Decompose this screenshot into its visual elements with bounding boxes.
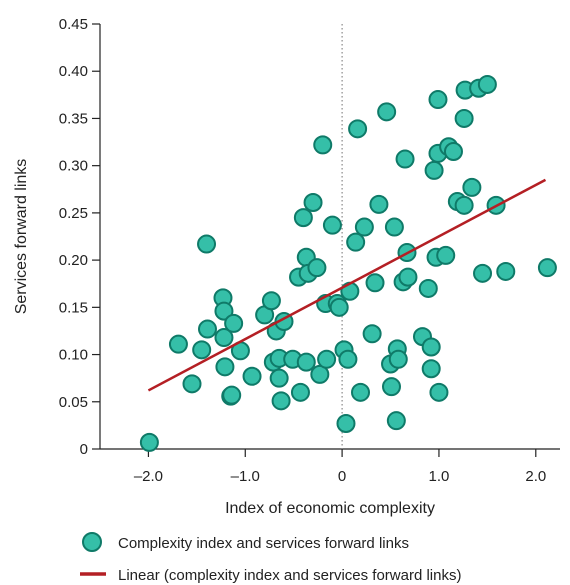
legend-label-line: Linear (complexity index and services fo… xyxy=(118,567,461,584)
legend: Complexity index and services forward li… xyxy=(80,532,461,584)
scatter-point xyxy=(290,382,310,402)
scatter-point xyxy=(338,349,358,369)
scatter-point xyxy=(443,142,463,161)
x-tick-label: 2.0 xyxy=(525,468,546,485)
trend-line xyxy=(147,178,547,392)
scatter-point xyxy=(462,177,482,197)
scatter-point xyxy=(139,432,159,452)
scatter-points xyxy=(139,74,557,452)
x-tick-label: 1.0 xyxy=(429,468,450,485)
scatter-point xyxy=(386,411,406,431)
x-tick-label: 0 xyxy=(338,468,346,485)
scatter-point xyxy=(215,357,235,377)
scatter-point xyxy=(336,414,356,433)
scatter-point xyxy=(362,324,382,344)
scatter-point xyxy=(477,74,497,94)
scatter-point xyxy=(269,368,289,388)
scatter-point xyxy=(381,377,401,397)
scatter-point xyxy=(421,337,441,357)
scatter-point xyxy=(436,245,456,265)
scatter-point xyxy=(214,328,234,348)
scatter-point xyxy=(322,215,342,235)
x-tick-label: –2.0 xyxy=(134,468,163,485)
scatter-point xyxy=(473,263,493,283)
scatter-point xyxy=(261,291,281,311)
scatter-point xyxy=(454,108,474,128)
scatter-point xyxy=(340,281,360,301)
scatter-point xyxy=(296,352,316,372)
scatter-point xyxy=(388,349,408,369)
scatter-point xyxy=(365,273,385,293)
y-tick-label: 0.20 xyxy=(59,252,88,269)
scatter-point xyxy=(384,217,404,237)
x-tick-label: –1.0 xyxy=(231,468,260,485)
scatter-point xyxy=(348,119,368,139)
scatter-point xyxy=(313,135,333,155)
scatter-point xyxy=(424,160,444,180)
y-tick-label: 0.15 xyxy=(59,299,88,316)
scatter-point xyxy=(168,334,188,354)
scatter-point xyxy=(222,385,242,405)
scatter-point xyxy=(398,267,418,287)
y-tick-label: 0.35 xyxy=(59,110,88,127)
scatter-point xyxy=(377,102,397,122)
scatter-point xyxy=(293,208,313,228)
y-tick-label: 0.25 xyxy=(59,205,88,222)
scatter-point xyxy=(303,193,323,212)
scatter-point xyxy=(346,232,366,252)
scatter-point xyxy=(428,90,448,110)
scatter-point xyxy=(496,261,516,281)
y-tick-label: 0.30 xyxy=(59,158,88,175)
legend-label-scatter: Complexity index and services forward li… xyxy=(118,535,409,552)
legend-marker-scatter xyxy=(82,532,102,552)
scatter-point xyxy=(182,374,202,394)
y-axis: 0 0.05 0.10 0.15 0.20 0.25 0.30 0.35 0.40 0.45 xyxy=(59,16,101,458)
y-axis-title: Services forward links xyxy=(13,159,30,315)
scatter-point xyxy=(214,301,234,321)
scatter-point xyxy=(395,149,415,169)
y-tick-label: 0 xyxy=(80,441,88,458)
scatter-point xyxy=(317,349,337,369)
y-tick-label: 0.05 xyxy=(59,394,88,411)
scatter-point xyxy=(429,382,449,402)
scatter-point xyxy=(537,258,557,278)
scatter-point xyxy=(242,366,262,386)
scatter-point xyxy=(354,217,374,237)
scatter-point xyxy=(192,340,212,360)
scatter-point xyxy=(418,278,438,298)
y-tick-label: 0.40 xyxy=(59,63,88,80)
x-axis: –2.0 –1.0 0 1.0 2.0 xyxy=(100,448,560,485)
y-tick-label: 0.10 xyxy=(59,347,88,364)
scatter-point xyxy=(329,297,349,317)
scatter-point xyxy=(271,391,291,411)
scatter-point xyxy=(197,319,217,339)
scatter-point xyxy=(197,234,217,254)
scatter-point xyxy=(454,195,474,215)
scatter-point xyxy=(224,313,244,333)
scatter-point xyxy=(421,359,441,379)
scatter-point xyxy=(307,258,327,278)
scatter-point xyxy=(369,194,389,214)
scatter-point xyxy=(351,382,371,402)
y-tick-label: 0.45 xyxy=(59,16,88,33)
x-axis-title: Index of economic complexity xyxy=(225,500,435,517)
